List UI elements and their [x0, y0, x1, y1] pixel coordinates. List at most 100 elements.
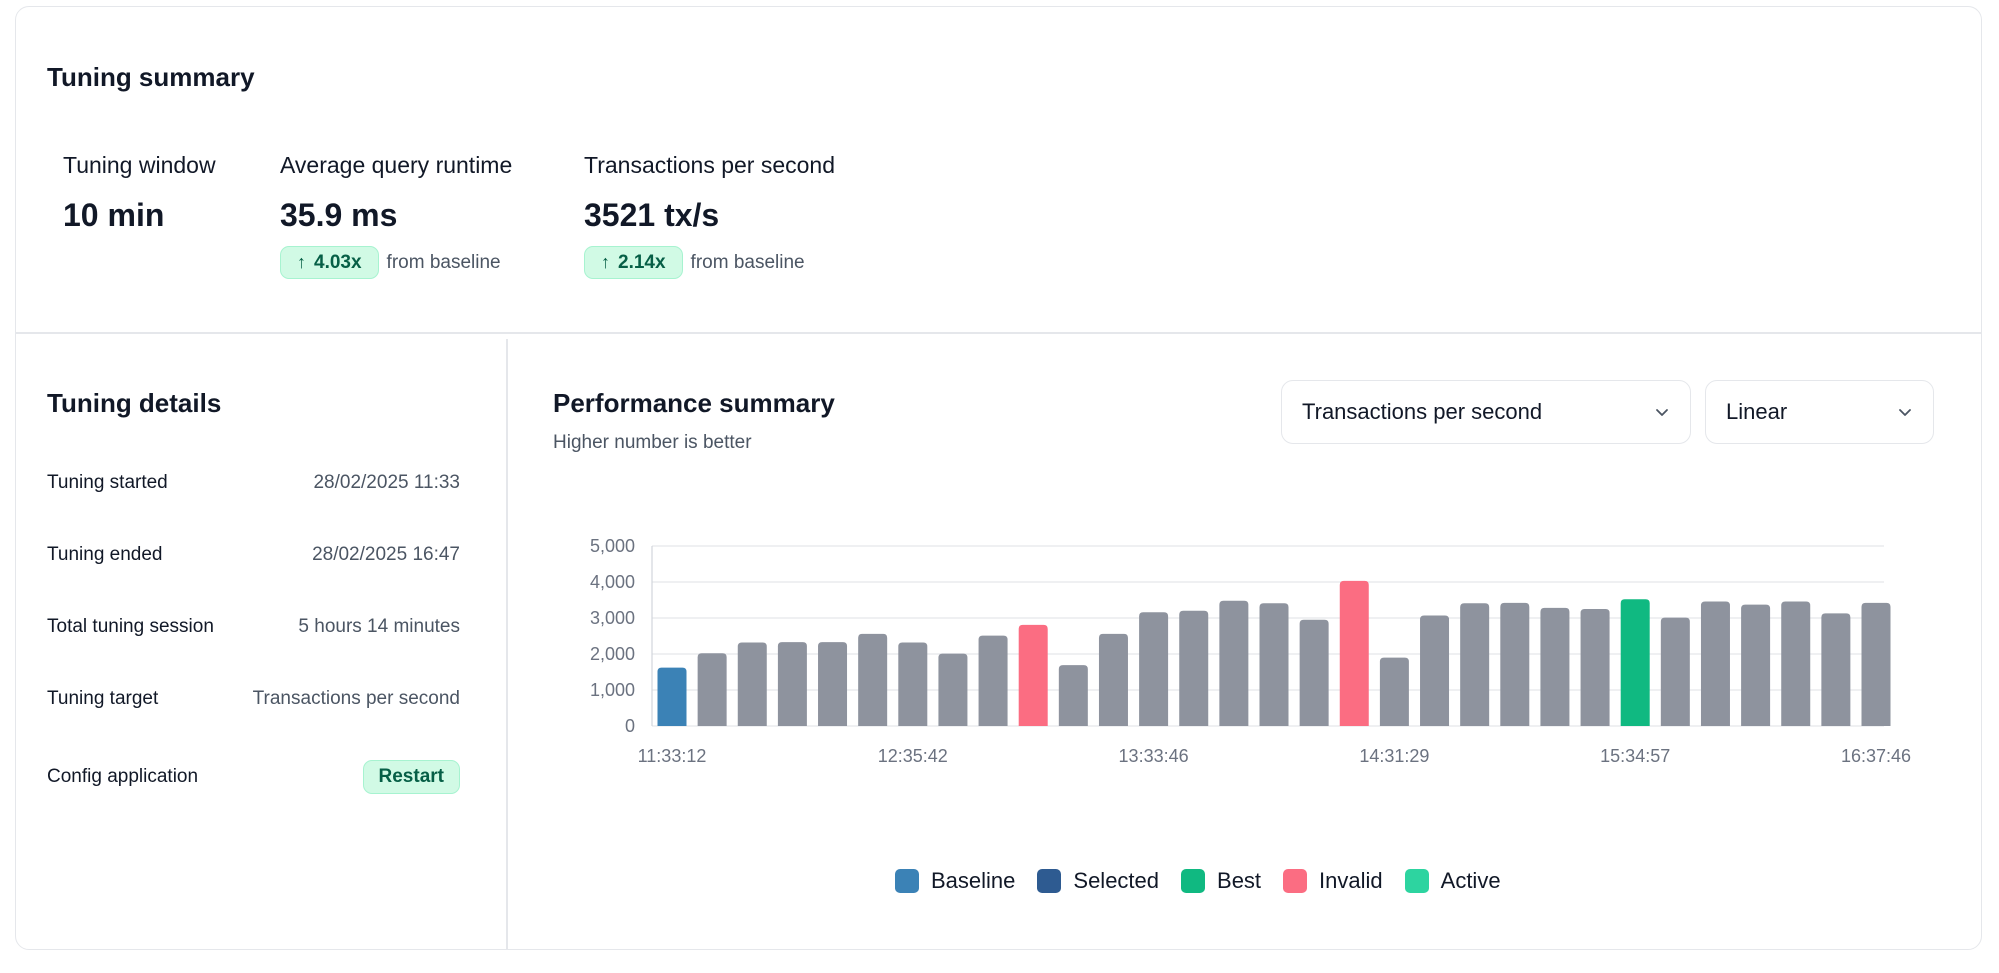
bar-default: [1139, 612, 1169, 726]
metric-select-value: Transactions per second: [1302, 399, 1543, 424]
metric-value: 35.9 ms: [280, 197, 398, 233]
detail-row-started: Tuning started 28/02/2025 11:33: [47, 472, 460, 494]
bar-default: [1500, 602, 1530, 726]
performance-title: Performance summary: [553, 388, 835, 418]
details-title: Tuning details: [47, 388, 222, 418]
detail-value: 28/02/2025 16:47: [312, 544, 460, 565]
legend-swatch: [1037, 869, 1062, 893]
x-tick-label: 11:33:12: [638, 746, 707, 766]
detail-row-target: Tuning target Transactions per second: [47, 688, 460, 710]
bar-default: [1098, 633, 1128, 726]
section-divider: [15, 332, 1982, 334]
y-tick-label: 2,000: [590, 644, 635, 664]
legend-swatch: [1283, 869, 1308, 893]
restart-badge: Restart: [362, 760, 460, 794]
y-tick-label: 0: [625, 716, 635, 736]
legend-item-active[interactable]: Active: [1404, 868, 1501, 894]
legend-item-baseline[interactable]: Baseline: [895, 868, 1015, 894]
detail-value: 5 hours 14 minutes: [298, 616, 460, 637]
y-tick-label: 4,000: [590, 572, 635, 592]
legend-label: Active: [1440, 868, 1501, 893]
y-tick-label: 1,000: [590, 680, 635, 700]
bar-default: [777, 642, 807, 726]
y-tick-label: 5,000: [590, 536, 635, 556]
chevron-down-icon: [1656, 409, 1668, 416]
legend-label: Invalid: [1319, 868, 1383, 893]
legend-swatch: [1404, 869, 1429, 893]
legend-swatch: [895, 869, 919, 893]
scale-select[interactable]: Linear: [1705, 380, 1934, 444]
x-tick-label: 15:34:57: [1600, 746, 1670, 766]
bar-default: [1219, 600, 1249, 726]
metric-select[interactable]: Transactions per second: [1281, 380, 1691, 444]
metric-value: 3521 tx/s: [584, 197, 720, 233]
chart-legend: Baseline Selected Best Invalid Active: [895, 868, 1501, 894]
bar-default: [1821, 613, 1851, 726]
metric-label: Tuning window: [63, 152, 216, 178]
bar-default: [697, 653, 727, 726]
bar-best: [1620, 599, 1650, 726]
x-tick-label: 14:31:29: [1359, 746, 1429, 766]
metric-tuning-window: Tuning window 10 min: [63, 152, 216, 234]
bar-default: [1379, 657, 1409, 726]
bar-default: [1540, 607, 1570, 726]
detail-value: Transactions per second: [252, 688, 460, 709]
tuning-card: [15, 6, 1982, 950]
bar-default: [1058, 665, 1088, 726]
bar-invalid: [1339, 580, 1369, 726]
change-text: from baseline: [386, 251, 501, 273]
legend-item-best[interactable]: Best: [1181, 868, 1261, 894]
arrow-up-icon: ↑: [601, 252, 610, 272]
detail-key: Tuning started: [47, 472, 168, 493]
x-tick-label: 16:37:46: [1841, 746, 1911, 766]
bar-default: [1420, 615, 1450, 726]
legend-item-selected[interactable]: Selected: [1037, 868, 1159, 894]
bar-default: [1700, 601, 1730, 726]
scale-select-value: Linear: [1726, 399, 1788, 424]
bar-default: [1179, 610, 1209, 726]
change-badge: ↑ 4.03x: [280, 246, 379, 279]
detail-row-ended: Tuning ended 28/02/2025 16:47: [47, 544, 460, 566]
detail-row-session: Total tuning session 5 hours 14 minutes: [47, 616, 460, 638]
bar-default: [1259, 603, 1289, 726]
metric-label: Average query runtime: [280, 152, 513, 178]
bar-default: [818, 642, 848, 726]
legend-item-invalid[interactable]: Invalid: [1283, 868, 1383, 894]
change-text: from baseline: [690, 251, 805, 273]
bar-default: [1580, 609, 1610, 726]
metric-value: 10 min: [63, 197, 165, 233]
detail-key: Tuning target: [47, 688, 159, 709]
bar-default: [978, 635, 1008, 726]
bar-default: [938, 653, 968, 726]
summary-title: Tuning summary: [47, 62, 255, 92]
legend-swatch: [1181, 869, 1206, 893]
chevron-down-icon: [1899, 409, 1911, 416]
bar-invalid: [1018, 624, 1048, 726]
bar-default: [1781, 601, 1811, 726]
change-badge: ↑ 2.14x: [584, 246, 683, 279]
bar-default: [737, 642, 767, 726]
change-row: ↑ 2.14x from baseline: [584, 246, 835, 279]
metric-label: Transactions per second: [584, 152, 836, 178]
detail-key: Tuning ended: [47, 544, 163, 565]
panel-divider: [506, 339, 508, 950]
bar-default: [1299, 619, 1329, 726]
detail-row-config: Config application Restart: [47, 760, 460, 794]
x-tick-label: 13:33:46: [1119, 746, 1189, 766]
y-tick-label: 3,000: [590, 608, 635, 628]
metric-avg-query-runtime: Average query runtime 35.9 ms ↑ 4.03x fr…: [280, 152, 512, 279]
bar-default: [1741, 604, 1771, 726]
bar-default: [858, 633, 888, 726]
performance-subtitle: Higher number is better: [553, 432, 752, 453]
change-value: 4.03x: [314, 251, 362, 273]
metric-transactions-per-second: Transactions per second 3521 tx/s ↑ 2.14…: [584, 152, 835, 279]
legend-label: Baseline: [931, 868, 1016, 893]
legend-label: Best: [1217, 868, 1262, 893]
change-value: 2.14x: [618, 251, 666, 273]
change-row: ↑ 4.03x from baseline: [280, 246, 512, 279]
x-tick-label: 12:35:42: [878, 746, 948, 766]
bar-default: [1660, 617, 1690, 726]
detail-key: Total tuning session: [47, 616, 214, 637]
bar-default: [1460, 603, 1490, 726]
